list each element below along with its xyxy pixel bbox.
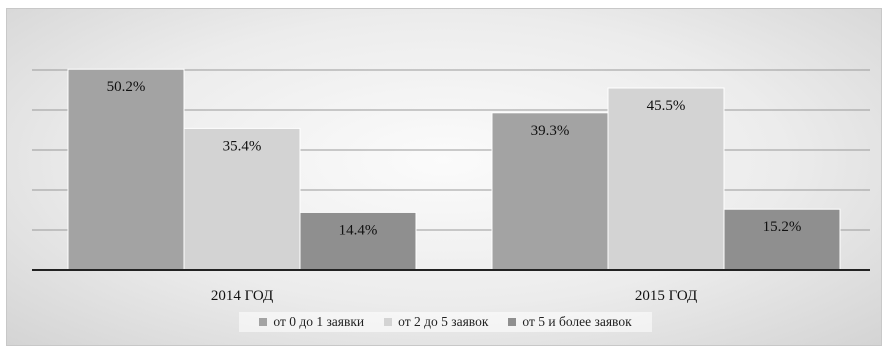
legend-label-series-3: от 5 и более заявок (522, 314, 632, 329)
category-labels: 2014 ГОД 2015 ГОД (211, 288, 697, 304)
data-label-1-series-3: 14.4% (339, 222, 378, 238)
legend: от 0 до 1 заявки от 2 до 5 заявок от 5 и… (0, 312, 891, 332)
legend-item-series-2: от 2 до 5 заявок (384, 314, 488, 330)
legend-swatch-series-1 (259, 318, 268, 326)
data-label-2-series-3: 15.2% (763, 219, 802, 235)
legend-swatch-series-3 (508, 318, 517, 326)
legend-label-series-2: от 2 до 5 заявок (398, 314, 489, 329)
legend-item-series-3: от 5 и более заявок (508, 314, 632, 330)
data-label-1-series-2: 35.4% (223, 138, 262, 154)
data-label-2-series-2: 45.5% (647, 98, 686, 114)
data-label-2-series-1: 39.3% (531, 123, 570, 139)
bar-2-series-3 (723, 208, 841, 271)
bar-2-series-2 (607, 87, 725, 271)
category-label-1: 2014 ГОД (211, 288, 273, 304)
bar-1-series-1 (67, 68, 185, 271)
bar-1-series-3 (299, 211, 417, 271)
category-label-2: 2015 ГОД (635, 288, 697, 304)
legend-label-series-1: от 0 до 1 заявки (273, 314, 365, 329)
legend-box: от 0 до 1 заявки от 2 до 5 заявок от 5 и… (239, 312, 652, 332)
bars: 50.2% 35.4% 14.4% 39.3% 45.5% 15.2% (67, 68, 841, 271)
legend-swatch-series-2 (384, 318, 393, 326)
legend-item-series-1: от 0 до 1 заявки (259, 314, 364, 330)
bar-2-series-1 (491, 112, 609, 271)
data-label-1-series-1: 50.2% (107, 79, 146, 95)
